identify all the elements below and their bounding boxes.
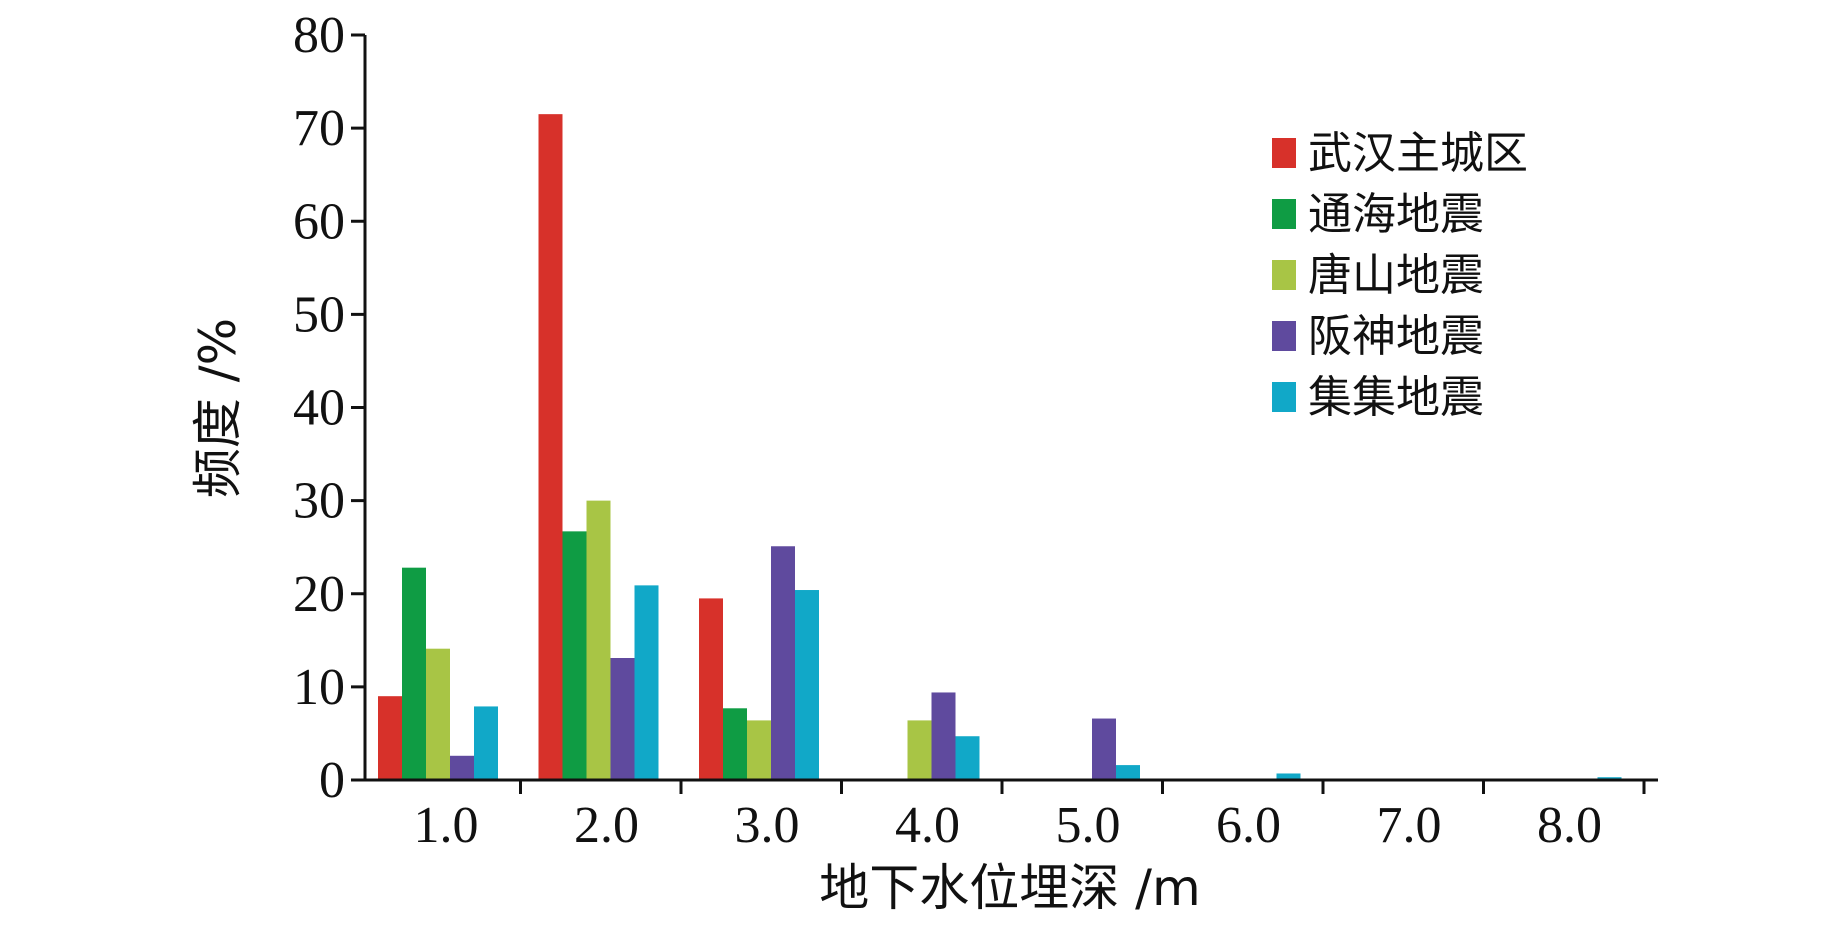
bar <box>538 114 563 780</box>
x-tick-label: 1.0 <box>414 797 479 854</box>
y-tick-label: 80 <box>293 7 345 64</box>
bar <box>610 658 635 780</box>
legend-swatch <box>1272 382 1296 412</box>
bar <box>699 598 723 780</box>
bar <box>931 692 956 780</box>
x-tick-label: 5.0 <box>1056 797 1121 854</box>
legend-swatch <box>1272 199 1296 229</box>
x-tick-label: 8.0 <box>1537 797 1602 854</box>
bar <box>402 567 426 780</box>
bar <box>955 736 980 780</box>
y-tick-label: 30 <box>293 473 345 530</box>
bar <box>795 590 819 780</box>
bar <box>907 720 932 780</box>
y-tick-label: 70 <box>293 100 345 157</box>
bar <box>1092 718 1116 780</box>
y-tick-label: 40 <box>293 380 345 437</box>
bar <box>634 585 659 780</box>
bar <box>426 648 450 780</box>
legend-swatch <box>1272 260 1296 290</box>
legend-label: 阪神地震 <box>1308 311 1484 362</box>
bar <box>562 531 587 780</box>
y-tick-label: 60 <box>293 193 345 250</box>
x-tick-label: 7.0 <box>1377 797 1442 854</box>
y-tick-label: 0 <box>319 752 345 809</box>
legend-label: 唐山地震 <box>1308 250 1484 301</box>
x-axis-title: 地下水位埋深 /m <box>819 859 1200 917</box>
bar <box>474 706 498 780</box>
y-tick-label: 20 <box>293 566 345 623</box>
legend-label: 集集地震 <box>1308 372 1484 423</box>
y-tick-label: 50 <box>293 286 345 343</box>
y-tick-label: 10 <box>293 659 345 716</box>
x-tick-label: 3.0 <box>735 797 800 854</box>
y-ticks: 0 10 20 30 40 50 60 70 80 <box>293 7 365 809</box>
bar <box>747 720 771 780</box>
legend-label: 武汉主城区 <box>1308 128 1528 179</box>
bar <box>1276 773 1301 780</box>
legend-swatch <box>1272 138 1296 168</box>
bars-layer <box>378 114 1622 780</box>
bar <box>586 500 611 780</box>
x-tick-label: 6.0 <box>1216 797 1281 854</box>
y-axis-title: 频度 /% <box>189 318 247 498</box>
bar <box>378 696 402 780</box>
x-ticks: 1.0 2.0 3.0 4.0 5.0 6.0 7.0 8.0 <box>414 780 1646 854</box>
legend-swatch <box>1272 321 1296 351</box>
bar <box>771 546 795 780</box>
x-tick-label: 2.0 <box>574 797 639 854</box>
bar <box>723 708 747 780</box>
bar <box>1116 765 1140 780</box>
x-tick-label: 4.0 <box>895 797 960 854</box>
legend-label: 通海地震 <box>1308 189 1484 240</box>
bar <box>450 755 474 780</box>
